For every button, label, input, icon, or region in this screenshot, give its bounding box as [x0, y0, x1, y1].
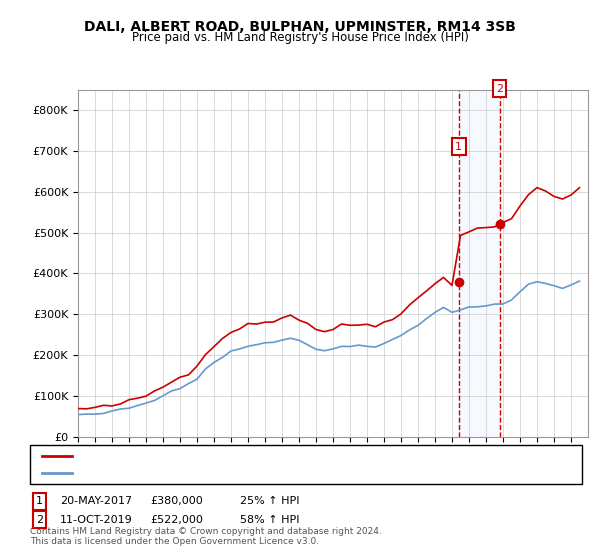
Text: 25% ↑ HPI: 25% ↑ HPI: [240, 496, 299, 506]
Text: 1: 1: [455, 142, 463, 152]
Text: 1: 1: [36, 496, 43, 506]
Text: HPI: Average price, semi-detached house, Thurrock: HPI: Average price, semi-detached house,…: [78, 468, 346, 478]
Text: 20-MAY-2017: 20-MAY-2017: [60, 496, 132, 506]
Text: 58% ↑ HPI: 58% ↑ HPI: [240, 515, 299, 525]
Text: 2: 2: [496, 84, 503, 94]
Text: Price paid vs. HM Land Registry's House Price Index (HPI): Price paid vs. HM Land Registry's House …: [131, 31, 469, 44]
Text: 11-OCT-2019: 11-OCT-2019: [60, 515, 133, 525]
Text: Contains HM Land Registry data © Crown copyright and database right 2024.
This d: Contains HM Land Registry data © Crown c…: [30, 526, 382, 546]
Text: DALI, ALBERT ROAD, BULPHAN, UPMINSTER, RM14 3SB: DALI, ALBERT ROAD, BULPHAN, UPMINSTER, R…: [84, 20, 516, 34]
Bar: [459, 90, 500, 437]
Text: DALI, ALBERT ROAD, BULPHAN, UPMINSTER, RM14 3SB (semi-detached house): DALI, ALBERT ROAD, BULPHAN, UPMINSTER, R…: [78, 451, 487, 461]
Text: £380,000: £380,000: [150, 496, 203, 506]
Text: £522,000: £522,000: [150, 515, 203, 525]
Text: 2: 2: [36, 515, 43, 525]
